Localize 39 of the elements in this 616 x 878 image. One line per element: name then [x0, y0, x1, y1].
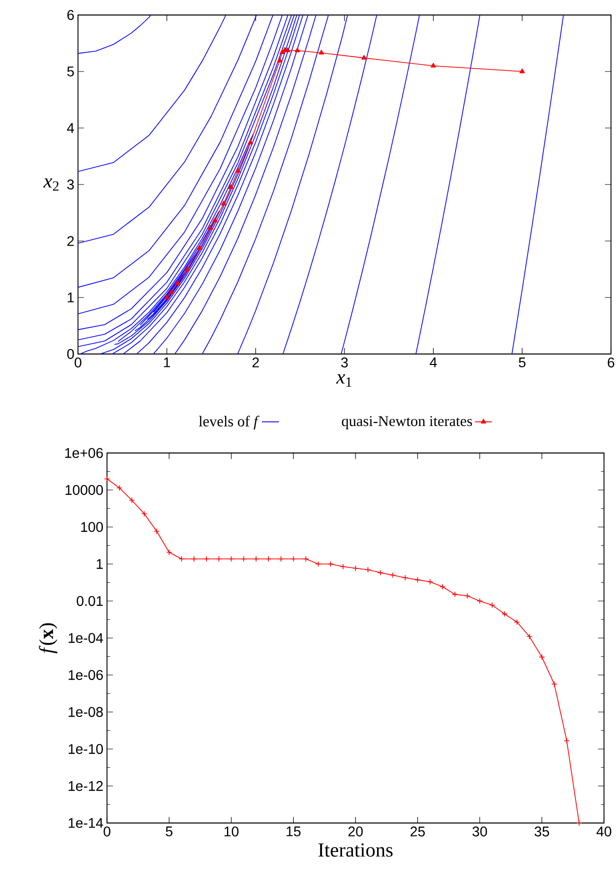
y-tick-label: 2 — [67, 236, 74, 246]
y-tick-label: 1e-08 — [68, 707, 103, 717]
y-tick-label: 100 — [81, 522, 103, 532]
y-tick-label: 4 — [66, 123, 74, 133]
x-tick-label: 30 — [472, 826, 487, 836]
y-axis-title: f(x) — [38, 623, 58, 654]
y-tick-label: 1 — [68, 292, 74, 302]
y-tick-label: 1e+06 — [65, 448, 103, 458]
y-tick-label: 10000 — [66, 485, 103, 495]
x-tick-label: 25 — [410, 826, 425, 836]
y-tick-label: 1e-04 — [68, 633, 104, 643]
x-tick-label: 20 — [348, 826, 363, 836]
y-axis-title: x$_{2}$ — [43, 178, 59, 191]
x-tick-label: 10 — [224, 826, 238, 836]
x-tick-label: 40 — [596, 826, 612, 836]
y-tick-label: 5 — [67, 66, 74, 76]
x-tick-label: 15 — [286, 826, 301, 836]
x-tick-label: 4 — [430, 358, 437, 368]
x-axis-title: x$_{1}$ — [336, 374, 352, 387]
y-tick-label: 1e-12 — [68, 781, 103, 791]
x-tick-label: 6 — [608, 358, 614, 368]
legend-label: levels of f — [198, 416, 260, 430]
x-tick-label: 1 — [164, 358, 170, 368]
x-axis-title: Iterations — [318, 843, 393, 857]
legend-label: quasi-Newton iterates — [342, 416, 472, 430]
y-tick-label: 3 — [67, 180, 74, 190]
x-tick-label: 5 — [518, 358, 526, 368]
y-tick-label: 1e-10 — [68, 744, 103, 754]
x-tick-label: 35 — [534, 826, 550, 836]
y-tick-label: 1e-14 — [68, 818, 104, 828]
y-tick-label: 1 — [96, 559, 103, 569]
y-tick-label: 1e-06 — [68, 670, 103, 680]
x-tick-label: 0 — [104, 826, 110, 836]
x-tick-label: 5 — [166, 826, 172, 836]
y-tick-label: 0 — [67, 349, 74, 359]
x-tick-label: 2 — [252, 358, 259, 368]
x-tick-label: 3 — [341, 358, 348, 368]
y-tick-label: 0.01 — [76, 596, 103, 606]
y-tick-label: 6 — [67, 10, 74, 20]
